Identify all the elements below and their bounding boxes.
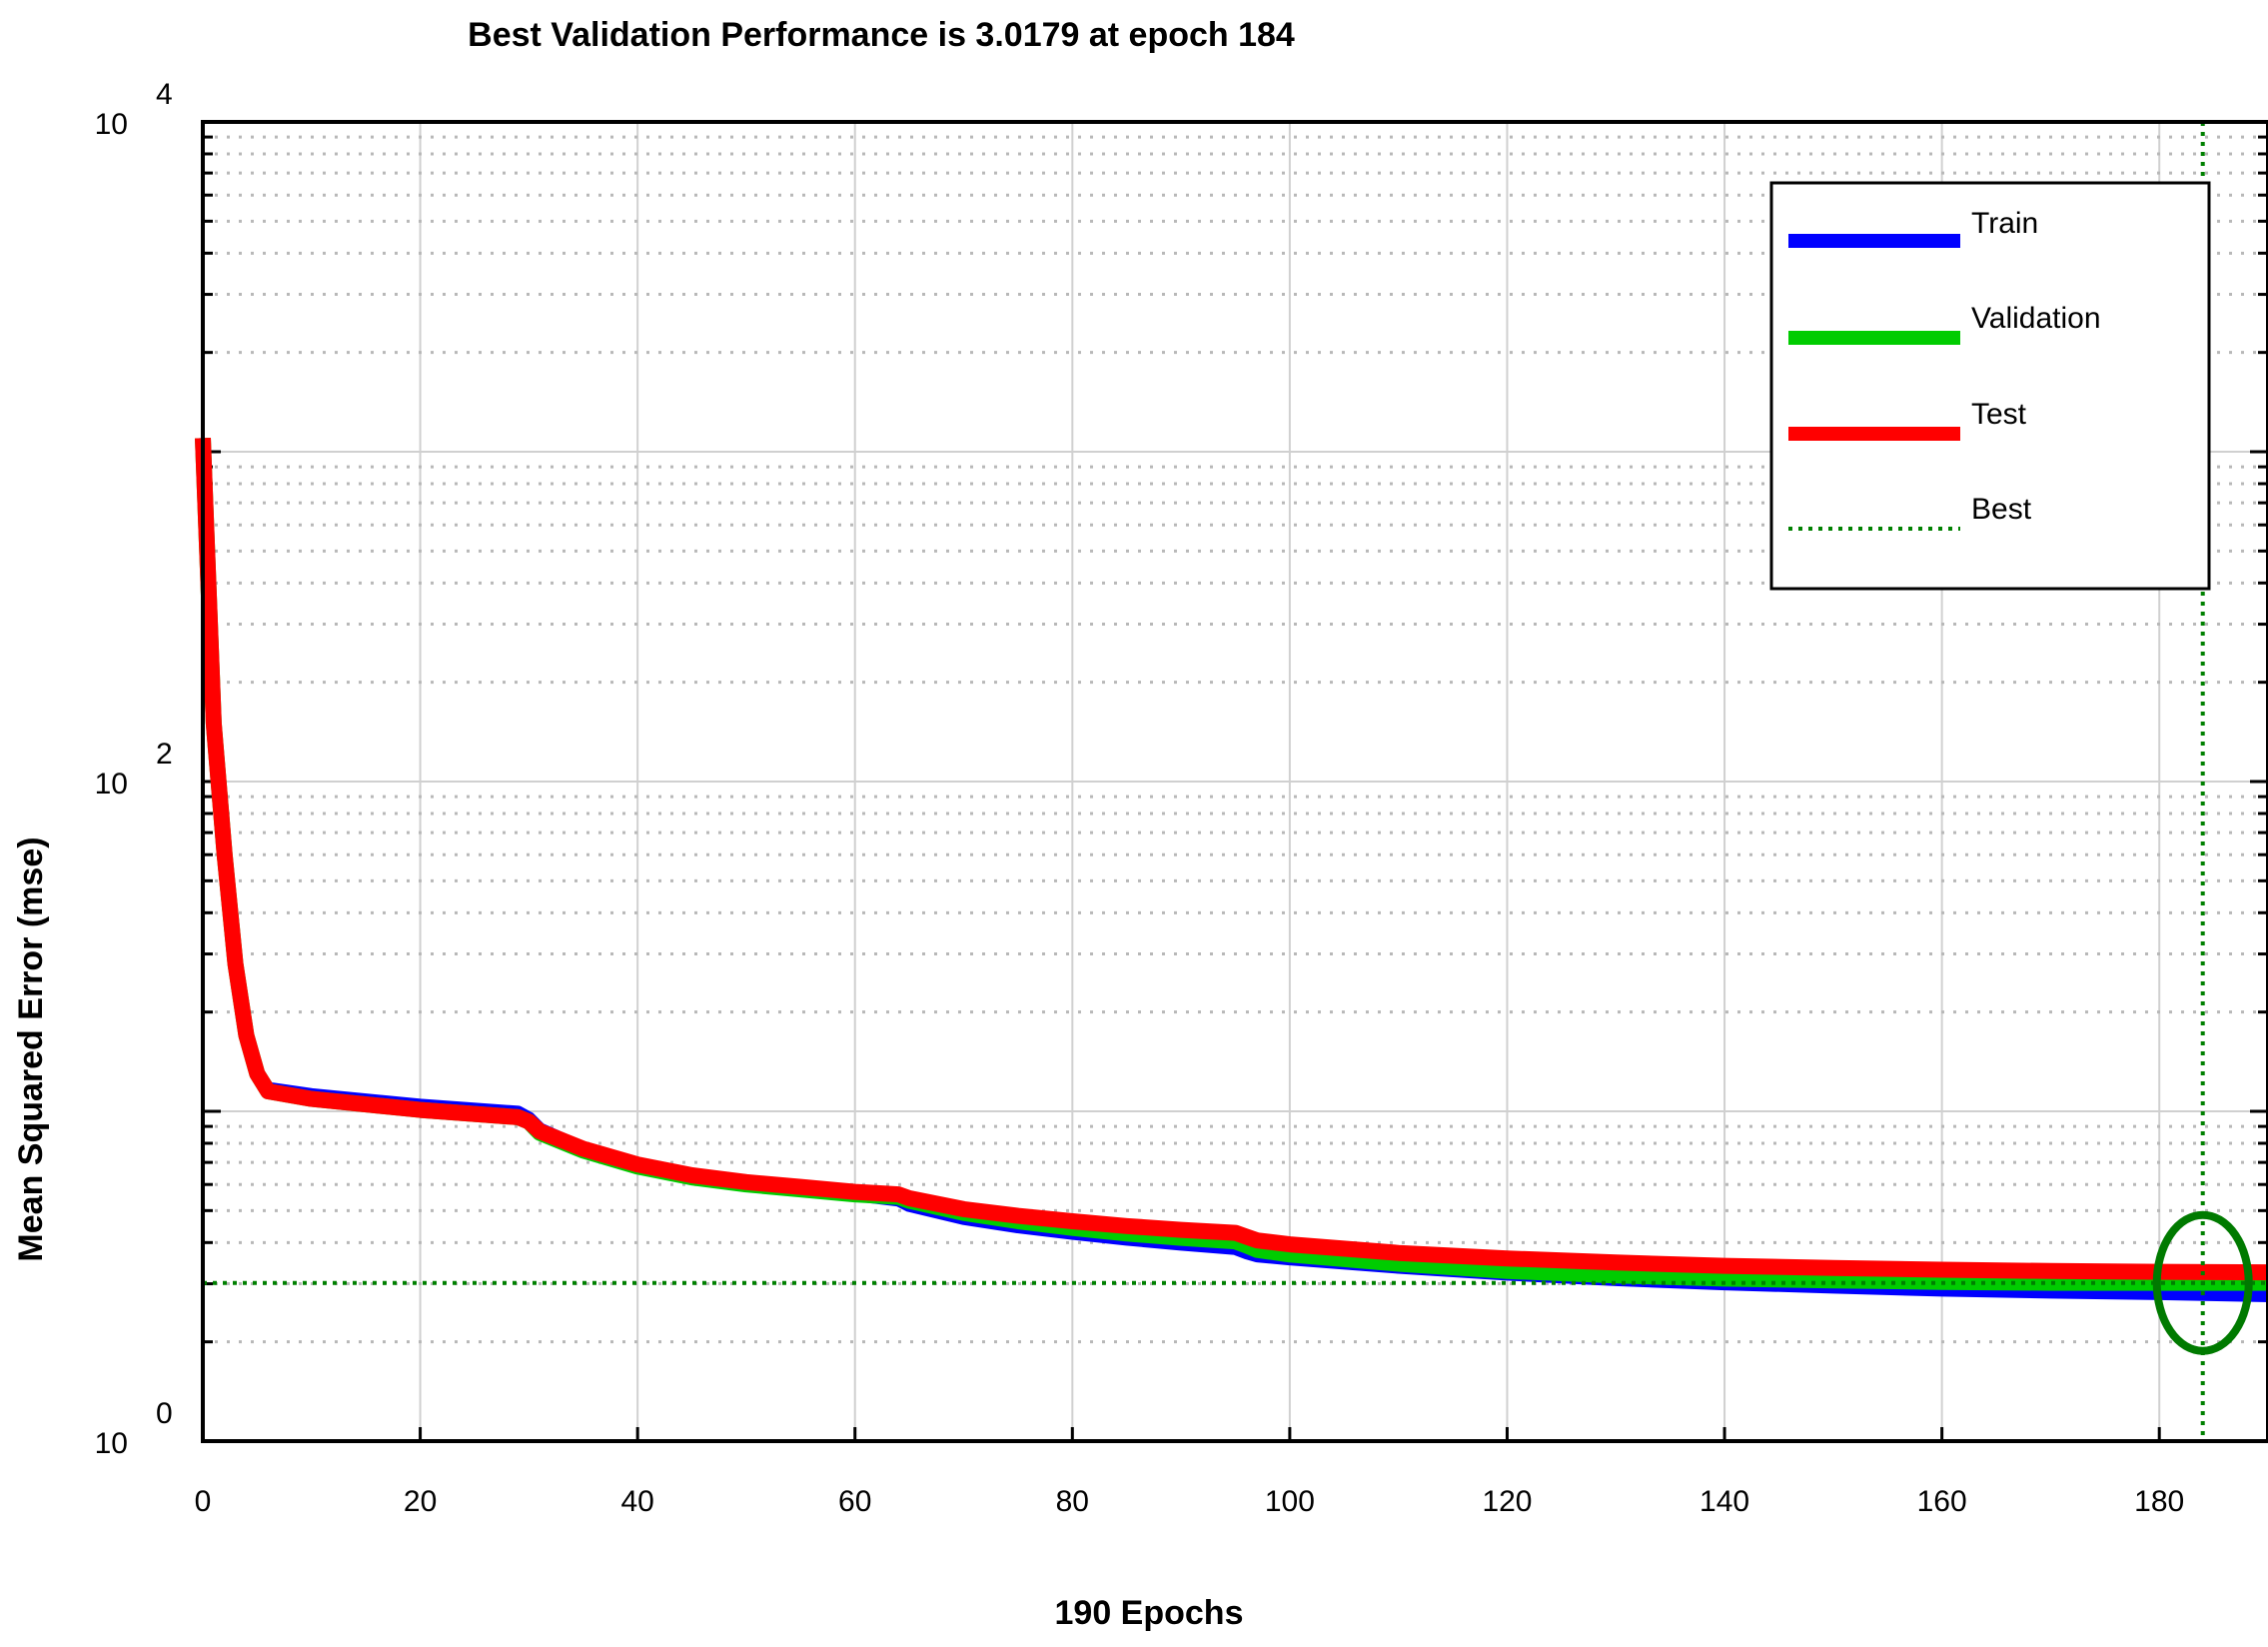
legend: Train Validation Test Best bbox=[1769, 181, 2211, 591]
x-tick-label: 140 bbox=[1700, 1485, 1749, 1518]
chart-title: Best Validation Performance is 3.0179 at… bbox=[468, 16, 1295, 54]
plot-frame bbox=[201, 120, 2268, 1443]
x-tick-label: 100 bbox=[1265, 1485, 1315, 1518]
legend-test-label: Test bbox=[1971, 398, 2027, 431]
y-tick-label-base: 10 bbox=[95, 108, 128, 141]
y-axis-ticks: 10 0 10 2 10 4 bbox=[95, 78, 173, 1460]
grid-lines bbox=[203, 120, 2268, 1443]
series-line-test bbox=[195, 437, 2268, 1281]
y-tick-label-exponent: 2 bbox=[156, 738, 173, 771]
y-axis-label: Mean Squared Error (mse) bbox=[12, 836, 50, 1261]
best-point-marker bbox=[2152, 1210, 2253, 1355]
legend-validation-label: Validation bbox=[1971, 302, 2101, 335]
x-axis-label: 190 Epochs bbox=[1055, 1594, 1244, 1632]
legend-train-label: Train bbox=[1971, 207, 2038, 240]
legend-box bbox=[1769, 181, 2211, 591]
x-tick-label: 40 bbox=[620, 1485, 653, 1518]
x-axis-ticks: 0 20 40 60 80 100 120 140 160 180 bbox=[195, 1485, 2185, 1518]
y-tick-label-exponent: 0 bbox=[156, 1397, 173, 1430]
x-tick-label: 60 bbox=[838, 1485, 871, 1518]
y-tick-label-base: 10 bbox=[95, 1427, 128, 1460]
series-layer bbox=[195, 437, 2268, 1302]
y-tick-label-exponent: 4 bbox=[156, 78, 173, 111]
x-tick-label: 20 bbox=[404, 1485, 437, 1518]
x-tick-label: 120 bbox=[1482, 1485, 1532, 1518]
x-tick-label: 160 bbox=[1917, 1485, 1967, 1518]
x-tick-label: 0 bbox=[195, 1485, 212, 1518]
x-tick-label: 180 bbox=[2134, 1485, 2184, 1518]
legend-best-label: Best bbox=[1971, 493, 2032, 526]
y-tick-label-base: 10 bbox=[95, 768, 128, 801]
x-tick-label: 80 bbox=[1056, 1485, 1089, 1518]
